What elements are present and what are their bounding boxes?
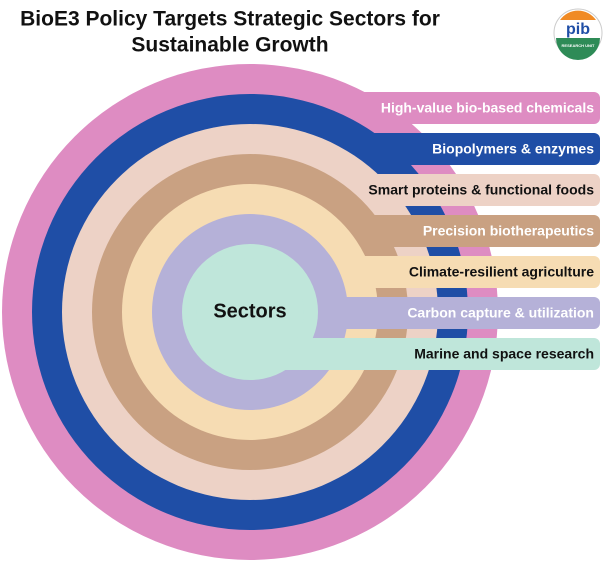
center-circle: [196, 258, 304, 366]
center-label: Sectors: [213, 300, 286, 322]
sector-label: Biopolymers & enzymes: [432, 141, 594, 157]
title: Sustainable Growth: [131, 34, 328, 57]
sector-label: Carbon capture & utilization: [407, 305, 594, 321]
sector-label: Smart proteins & functional foods: [368, 182, 594, 198]
logo-subtext: RESEARCH UNIT: [562, 43, 595, 48]
logo-text: pib: [566, 21, 590, 38]
sector-label: High-value bio-based chemicals: [381, 100, 594, 116]
logo-green: [556, 38, 600, 60]
sector-band: [250, 297, 600, 329]
sector-label: Marine and space research: [414, 346, 594, 362]
logo: pib RESEARCH UNIT: [553, 8, 603, 60]
sector-band: [250, 338, 600, 370]
sector-label: Climate-resilient agriculture: [409, 264, 594, 280]
sector-label: Precision biotherapeutics: [423, 223, 594, 239]
title: BioE3 Policy Targets Strategic Sectors f…: [20, 8, 440, 31]
logo-orange: [560, 10, 596, 20]
